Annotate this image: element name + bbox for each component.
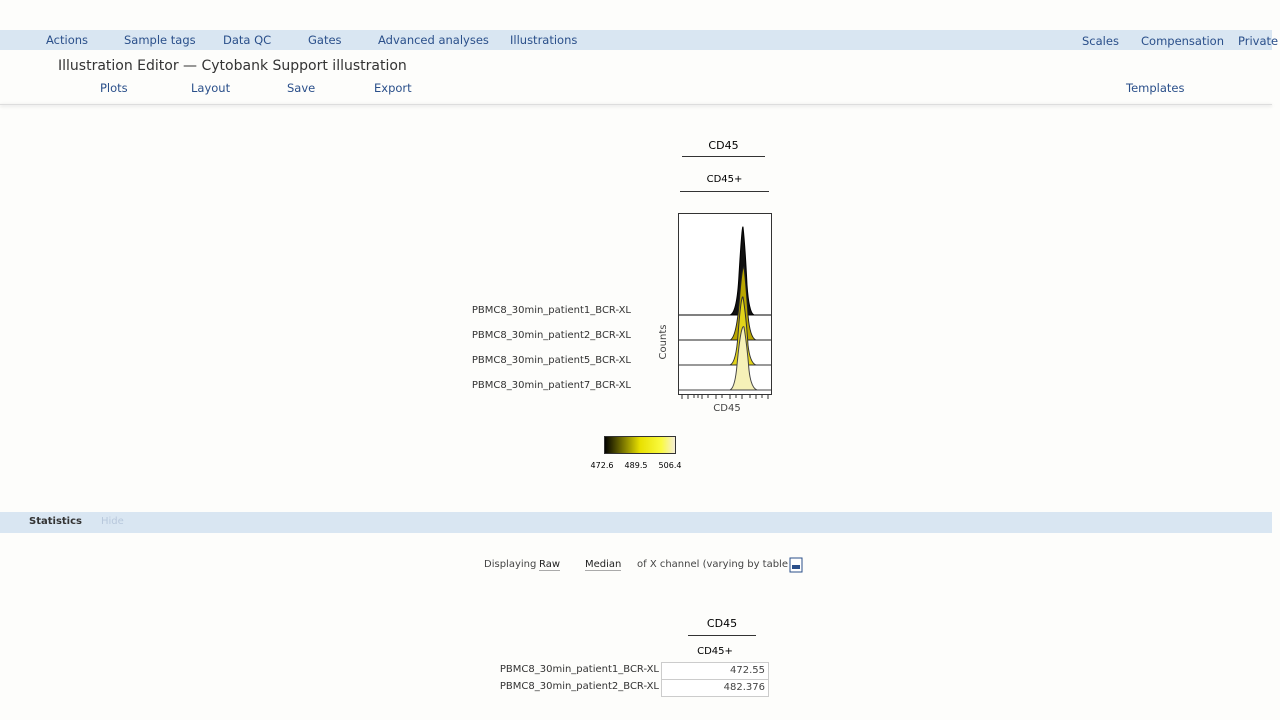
displaying-suffix: of X channel (varying by table 1) [637, 559, 802, 570]
y-axis-label: Counts [658, 325, 669, 360]
nav-item[interactable]: Actions [46, 33, 89, 47]
nav-item[interactable]: Private [1238, 34, 1279, 48]
nav-item[interactable]: Data QC [223, 33, 272, 47]
toolbar-item[interactable]: Save [287, 81, 316, 95]
nav-bar [0, 30, 1272, 50]
statistics-bar [0, 512, 1272, 533]
templates-button[interactable]: Templates [1126, 81, 1185, 95]
x-axis-label: CD45 [713, 403, 740, 414]
table-gate-header: CD45+ [697, 646, 733, 657]
ridge-2 [679, 266, 771, 341]
csv-download[interactable] [789, 557, 803, 573]
editor-title: Illustration Editor — Cytobank Support i… [58, 58, 407, 74]
ridge-3 [679, 296, 771, 366]
table-row-label: PBMC8_30min_patient1_BCR-XL [499, 664, 659, 675]
scale-tick-label: 506.4 [659, 461, 682, 470]
row-label: PBMC8_30min_patient2_BCR-XL [471, 330, 631, 341]
toolbar-item[interactable]: Plots [100, 81, 128, 95]
nav-item[interactable]: Scales [1082, 34, 1119, 48]
nav-item[interactable]: Illustrations [510, 33, 578, 47]
scale-tick-label: 472.6 [591, 461, 614, 470]
nav-item[interactable]: Advanced analyses [378, 33, 489, 47]
table-cell: 482.376 [661, 679, 769, 697]
histogram-plot: Counts CD45 [658, 213, 772, 414]
row-label: PBMC8_30min_patient5_BCR-XL [471, 355, 631, 366]
x-ticks [681, 395, 769, 399]
column-header: CD45 [682, 139, 765, 157]
color-scale: 472.6 489.5 506.4 [591, 436, 682, 470]
nav-item[interactable]: Sample tags [124, 33, 196, 47]
plot-frame [678, 213, 772, 395]
mode-dropdown[interactable]: Raw [539, 559, 561, 571]
hide-button[interactable]: Hide [101, 516, 124, 527]
statistics-title: Statistics [29, 516, 82, 527]
color-bar [604, 436, 676, 454]
row-label: PBMC8_30min_patient7_BCR-XL [471, 380, 631, 391]
gate-header: CD45+ [680, 174, 769, 192]
ridge-4 [679, 326, 771, 391]
table-cell: 472.55 [661, 662, 769, 680]
table-row-label: PBMC8_30min_patient2_BCR-XL [499, 681, 659, 692]
toolbar-item[interactable]: Export [374, 81, 412, 95]
stat-dropdown[interactable]: Median [585, 559, 622, 571]
nav-item[interactable]: Compensation [1141, 34, 1224, 48]
toolbar-item[interactable]: Layout [191, 81, 231, 95]
displaying-label: Displaying [484, 559, 537, 570]
table-column-header: CD45 [688, 617, 756, 636]
ridge-1 [679, 226, 771, 316]
nav-item[interactable]: Gates [308, 33, 342, 47]
header-divider [0, 104, 1272, 105]
scale-tick-label: 489.5 [625, 461, 648, 470]
row-label: PBMC8_30min_patient1_BCR-XL [471, 305, 631, 316]
